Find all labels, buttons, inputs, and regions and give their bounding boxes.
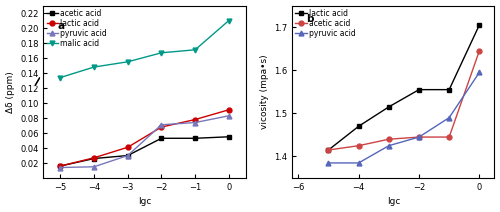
acetic acid [124, 154, 130, 157]
Line: pyruvic acid: pyruvic acid [326, 70, 482, 165]
Text: a: a [58, 21, 65, 31]
X-axis label: lgc: lgc [386, 197, 400, 206]
pyruvic acid [192, 121, 198, 124]
lactic acid [356, 125, 362, 128]
pyruvic acid [446, 116, 452, 119]
X-axis label: lgc: lgc [138, 197, 151, 206]
acetic acid [386, 138, 392, 141]
Y-axis label: vicosity (mpa•s): vicosity (mpa•s) [260, 54, 268, 129]
lactic acid [326, 149, 332, 151]
lactic acid [476, 24, 482, 26]
pyruvic acid [326, 162, 332, 164]
Text: b: b [306, 14, 314, 24]
lactic acid [416, 88, 422, 91]
pyruvic acid [416, 136, 422, 138]
lactic acid [158, 126, 164, 128]
malic acid [91, 66, 97, 68]
lactic acid [192, 118, 198, 121]
pyruvic acid [356, 162, 362, 164]
acetic acid [158, 137, 164, 139]
pyruvic acid [91, 166, 97, 168]
pyruvic acid [386, 144, 392, 147]
acetic acid [446, 136, 452, 138]
lactic acid [91, 156, 97, 159]
lactic acid [386, 106, 392, 108]
lactic acid [58, 165, 64, 167]
malic acid [192, 49, 198, 51]
acetic acid [326, 149, 332, 151]
acetic acid [416, 136, 422, 138]
acetic acid [58, 165, 64, 167]
lactic acid [226, 109, 232, 111]
pyruvic acid [476, 71, 482, 74]
acetic acid [192, 137, 198, 139]
pyruvic acid [124, 154, 130, 157]
pyruvic acid [226, 114, 232, 117]
Line: malic acid: malic acid [58, 18, 232, 80]
Line: acetic acid: acetic acid [58, 134, 232, 169]
Y-axis label: Δδ (ppm): Δδ (ppm) [6, 71, 15, 113]
Line: lactic acid: lactic acid [58, 107, 232, 169]
malic acid [226, 19, 232, 22]
malic acid [124, 60, 130, 63]
pyruvic acid [58, 166, 64, 169]
lactic acid [124, 146, 130, 149]
Legend: acetic acid, lactic acid, pyruvic acid, malic acid: acetic acid, lactic acid, pyruvic acid, … [46, 8, 108, 49]
pyruvic acid [158, 124, 164, 126]
Line: pyruvic acid: pyruvic acid [58, 113, 232, 170]
Line: lactic acid: lactic acid [326, 22, 482, 152]
acetic acid [476, 50, 482, 52]
Legend: lactic acid, acetic acid, pyruvic acid: lactic acid, acetic acid, pyruvic acid [294, 8, 356, 39]
acetic acid [356, 144, 362, 147]
acetic acid [226, 135, 232, 138]
malic acid [158, 52, 164, 54]
malic acid [58, 76, 64, 79]
lactic acid [446, 88, 452, 91]
Line: acetic acid: acetic acid [326, 48, 482, 152]
acetic acid [91, 157, 97, 160]
